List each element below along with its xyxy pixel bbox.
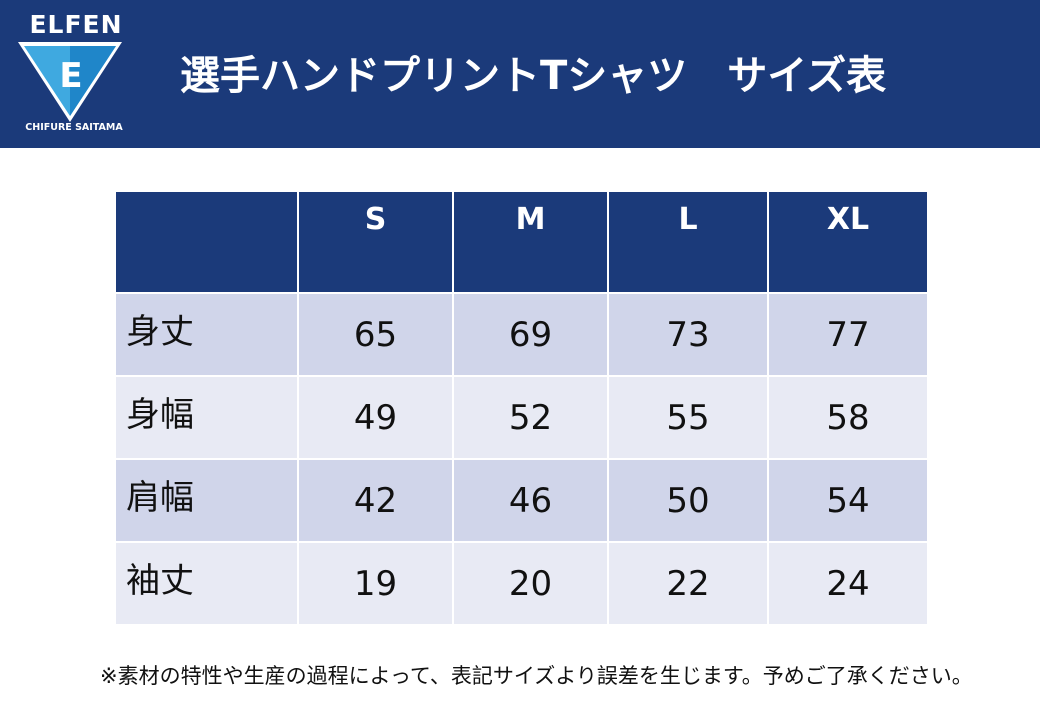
table-row: 肩幅 42 46 50 54: [114, 458, 929, 543]
disclaimer-note: ※素材の特性や生産の過程によって、表記サイズより誤差を生じます。予めご了承くださ…: [100, 664, 973, 688]
table-cell: 65: [297, 292, 454, 377]
table-cell: 77: [767, 292, 929, 377]
elfen-logo: ELFEN E CHIFURE SAITAMA: [4, 4, 139, 140]
table-cell: 46: [452, 458, 609, 543]
table-cell: 69: [452, 292, 609, 377]
column-header-s: S: [297, 190, 454, 294]
table-cell: 22: [607, 541, 769, 626]
shield-icon: [18, 42, 122, 122]
header-banner: ELFEN E CHIFURE SAITAMA 選手ハンドプリントTシャツ サイ…: [0, 0, 1040, 148]
logo-wordmark: ELFEN: [29, 10, 123, 39]
table-row: 身丈 65 69 73 77: [114, 292, 929, 377]
table-cell: 24: [767, 541, 929, 626]
column-header-l: L: [607, 190, 769, 294]
row-label: 袖丈: [114, 541, 299, 626]
logo-subtext: CHIFURE SAITAMA: [25, 122, 123, 133]
size-table: S M L XL 身丈 65 69 73 77 身幅 49 52 55 58 肩…: [114, 190, 929, 626]
table-cell: 19: [297, 541, 454, 626]
table-cell: 55: [607, 375, 769, 460]
logo-letter: E: [59, 56, 83, 96]
page-title: 選手ハンドプリントTシャツ サイズ表: [180, 53, 887, 99]
column-header-m: M: [452, 190, 609, 294]
table-cell: 49: [297, 375, 454, 460]
table-cell: 42: [297, 458, 454, 543]
column-header-xl: XL: [767, 190, 929, 294]
table-corner-cell: [114, 190, 299, 294]
row-label: 身幅: [114, 375, 299, 460]
table-cell: 52: [452, 375, 609, 460]
table-cell: 73: [607, 292, 769, 377]
row-label: 身丈: [114, 292, 299, 377]
table-header-row: S M L XL: [114, 190, 929, 294]
table-cell: 20: [452, 541, 609, 626]
table-row: 身幅 49 52 55 58: [114, 375, 929, 460]
table-row: 袖丈 19 20 22 24: [114, 541, 929, 626]
table-cell: 50: [607, 458, 769, 543]
table-cell: 58: [767, 375, 929, 460]
table-cell: 54: [767, 458, 929, 543]
row-label: 肩幅: [114, 458, 299, 543]
